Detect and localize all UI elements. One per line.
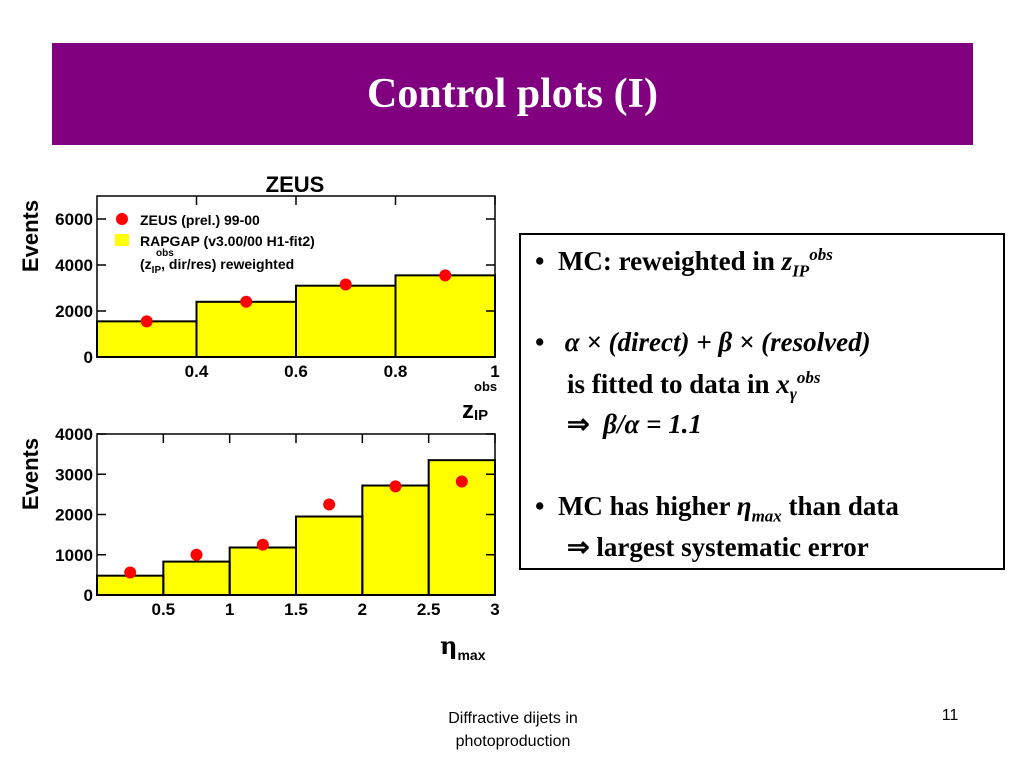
x-tick-label: 1: [490, 362, 499, 381]
legend-mc-swatch: [115, 234, 129, 246]
data-point: [124, 566, 137, 579]
legend-data-marker: [116, 213, 128, 225]
data-point: [140, 315, 153, 328]
y-tick-label: 0: [84, 348, 93, 367]
bullet-reweighted: • MC: reweighted in zIPobs: [535, 245, 833, 281]
y-tick-label: 0: [84, 586, 93, 605]
y-tick-label: 3000: [55, 465, 93, 484]
summary-box: • MC: reweighted in zIPobs • α × (direct…: [519, 233, 1005, 570]
bullet-fit: • α × (direct) + β × (resolved): [535, 327, 871, 357]
y-tick-label: 2000: [55, 506, 93, 525]
data-point: [339, 278, 352, 291]
y-tick-label: 2000: [55, 302, 93, 321]
bullet-etamax: • MC has higher ηmax than data: [535, 491, 899, 526]
y-tick-label: 4000: [55, 256, 93, 275]
data-point: [240, 295, 253, 308]
x-tick-label: 2: [358, 600, 367, 619]
zip-y-axis-label: Events: [18, 200, 43, 272]
data-point: [256, 538, 269, 551]
etamax-y-axis-label: Events: [18, 438, 43, 510]
page-number: 11: [941, 707, 959, 724]
y-tick-label: 6000: [55, 210, 93, 229]
bullet-fit-result: ⇒ β/α = 1.1: [567, 409, 703, 439]
x-tick-label: 0.6: [284, 362, 308, 381]
legend-note-sup: obs: [156, 248, 174, 259]
x-tick-label: 1.5: [284, 600, 308, 619]
data-point: [455, 475, 468, 488]
data-point: [323, 498, 336, 511]
x-tick-label: 3: [490, 600, 499, 619]
slide-title: Control plots (I): [367, 71, 658, 117]
legend-data-label: ZEUS (prel.) 99-00: [140, 212, 260, 228]
etamax-axis-label: ηmax: [440, 631, 486, 663]
zip-axis-label-sup: obs: [474, 379, 497, 394]
y-tick-label: 4000: [55, 425, 93, 444]
etamax-panel: 0.5 1 1.5 2 2.5 3 0 1000 2000 3000 4000: [55, 425, 500, 619]
title-bar: Control plots (I): [52, 43, 973, 145]
y-tick-label: 1000: [55, 546, 93, 565]
data-point: [389, 480, 402, 493]
legend-note: (zIP, dir/res) reweighted: [140, 256, 294, 276]
legend-mc-label: RAPGAP (v3.00/00 H1-fit2): [140, 233, 315, 249]
zip-axis-label: zIP: [462, 397, 488, 424]
data-point: [190, 548, 203, 561]
x-tick-label: 0.5: [152, 600, 176, 619]
experiment-label: ZEUS: [266, 172, 325, 197]
bullet-etamax-line2: ⇒ largest systematic error: [567, 532, 869, 562]
x-tick-label: 0.8: [384, 362, 408, 381]
x-tick-label: 2.5: [417, 600, 441, 619]
bullet-fit-line2: is fitted to data in xγobs: [567, 368, 821, 404]
x-tick-label: 0.4: [185, 362, 209, 381]
footer-text: Diffractive dijets in photoproduction: [448, 710, 578, 750]
x-tick-label: 1: [225, 600, 234, 619]
data-point: [439, 269, 452, 282]
zip-panel: 0.4 0.6 0.8 1 0 2000 4000 6000: [55, 195, 500, 381]
